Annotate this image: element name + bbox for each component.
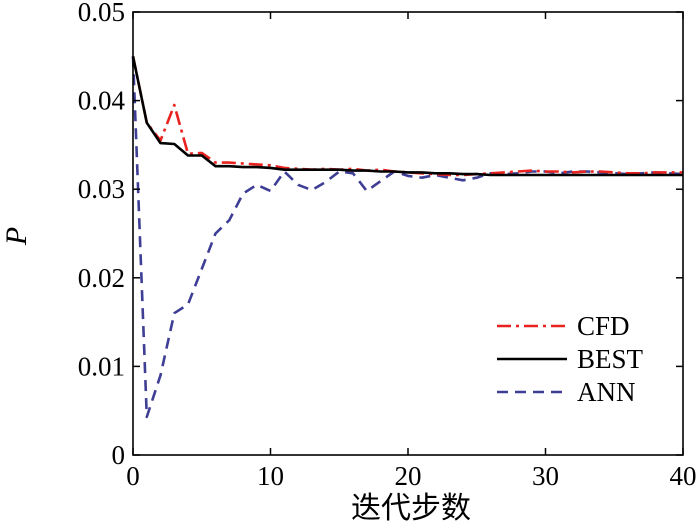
series-line-cfd [131, 56, 683, 177]
legend-label-cfd: CFD [577, 311, 630, 341]
x-tick-label: 30 [532, 461, 559, 491]
x-tick-label: 0 [126, 461, 140, 491]
x-axis-label: 迭代步数 [351, 492, 471, 525]
y-tick-label: 0.03 [78, 174, 125, 204]
y-tick-label: 0 [112, 440, 126, 470]
series-layer [131, 56, 684, 419]
x-tick-label: 10 [257, 461, 284, 491]
legend-label-ann: ANN [577, 377, 636, 407]
legend-label-best: BEST [577, 344, 644, 374]
x-axis-ticks: 0 10 20 30 40 [126, 12, 697, 491]
y-tick-label: 0.05 [78, 0, 125, 27]
y-tick-label: 0.01 [78, 351, 125, 381]
series-line-best [131, 56, 683, 177]
x-tick-label: 40 [670, 461, 697, 491]
y-axis-ticks: 0 0.01 0.02 0.03 0.04 0.05 [78, 0, 683, 470]
y-tick-label: 0.04 [78, 86, 126, 116]
y-tick-label: 0.02 [78, 263, 125, 293]
series-line-ann [131, 56, 684, 419]
y-axis-label: P [0, 227, 33, 246]
x-tick-label: 20 [395, 461, 422, 491]
